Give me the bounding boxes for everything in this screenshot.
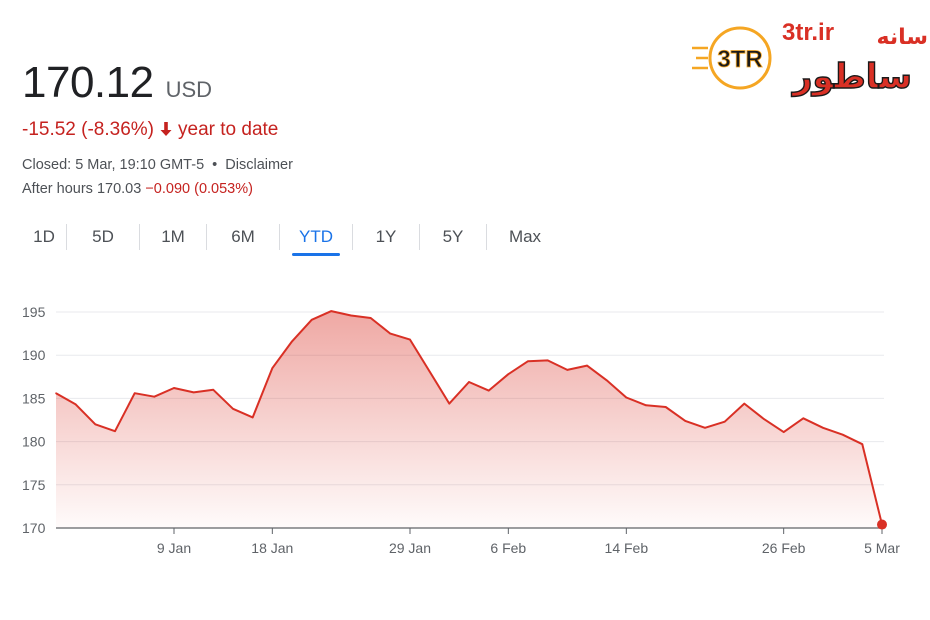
logo-ring-icon [708, 26, 772, 90]
data-point [192, 391, 195, 394]
data-point [232, 407, 234, 410]
data-point [291, 340, 293, 343]
disclaimer-link[interactable]: Disclaimer [225, 157, 293, 173]
logo-badge: 3TR [717, 46, 762, 73]
data-point [507, 373, 510, 376]
y-tick-label: 180 [22, 434, 46, 450]
tab-1m[interactable]: 1M [161, 227, 185, 246]
data-point [822, 426, 824, 429]
y-tick-label: 175 [22, 477, 46, 493]
data-point [487, 389, 490, 392]
currency-label: USD [165, 77, 213, 102]
tab-divider [206, 224, 207, 250]
tab-ytd[interactable]: YTD [290, 222, 342, 256]
data-point [566, 369, 569, 371]
data-point [212, 388, 215, 391]
data-point [704, 426, 706, 429]
x-tick-label: 26 Feb [762, 540, 806, 556]
data-point [330, 310, 333, 312]
after-hours-change: −0.090 (0.053%) [145, 181, 253, 197]
data-point [645, 404, 647, 407]
logo-site: 3tr.ir [782, 19, 834, 46]
data-point [428, 370, 431, 373]
data-point [743, 402, 746, 405]
closed-time: Closed: 5 Mar, 19:10 GMT-5 [22, 157, 205, 173]
change-period: year to date [178, 119, 279, 140]
data-point [310, 318, 313, 321]
data-point [271, 367, 274, 369]
current-price: 170.12 [22, 58, 154, 107]
after-hours-price: After hours 170.03 [22, 181, 142, 197]
y-tick-label: 190 [22, 347, 46, 363]
data-point [763, 418, 765, 420]
x-tick-label: 6 Feb [490, 540, 526, 556]
data-point [74, 403, 77, 406]
y-tick-label: 170 [22, 520, 46, 536]
range-tabs: 1D 5D 1M 6M YTD 1Y 5Y Max [22, 222, 563, 256]
data-point [409, 338, 411, 341]
price-change: -15.52 (-8.36%) year to date [22, 119, 278, 141]
last-price-marker [877, 519, 887, 530]
tab-6m[interactable]: 6M [231, 227, 255, 246]
after-hours-info: After hours 170.03 −0.090 (0.053%) [22, 181, 253, 197]
data-point [625, 396, 628, 399]
tab-divider [279, 224, 280, 250]
tab-divider [486, 224, 487, 250]
tab-divider [419, 224, 420, 250]
tab-divider [139, 224, 140, 250]
arrow-down-icon [160, 120, 172, 141]
data-point [133, 392, 136, 395]
data-point [94, 423, 97, 426]
data-point [802, 417, 805, 420]
tab-5d[interactable]: 5D [92, 227, 114, 246]
data-point [861, 443, 864, 445]
data-point [664, 406, 667, 408]
data-point [782, 431, 785, 433]
data-point [841, 433, 844, 436]
x-tick-label: 29 Jan [389, 540, 431, 556]
data-point [114, 430, 116, 433]
logo-text-top: سانه [877, 25, 929, 50]
data-point [546, 359, 549, 362]
data-point [369, 317, 372, 319]
tab-divider [66, 224, 67, 250]
tab-max[interactable]: Max [508, 227, 542, 246]
change-value: -15.52 (-8.36%) [22, 119, 155, 140]
tab-1y[interactable]: 1Y [375, 227, 397, 246]
tab-5y[interactable]: 5Y [442, 227, 464, 246]
data-point [153, 395, 156, 398]
data-point [468, 381, 470, 383]
price-row: 170.12 USD [22, 58, 212, 108]
data-point [173, 387, 175, 389]
price-chart: 195 190 185 180 175 170 9 Jan 18 Jan 29 Jan 6 Fe… [22, 304, 900, 556]
bullet-separator: • [212, 157, 218, 173]
data-point [605, 379, 608, 382]
data-point [448, 402, 451, 405]
x-tick-label: 14 Feb [605, 540, 649, 556]
x-tick-label: 9 Jan [157, 540, 191, 556]
tab-divider [352, 224, 353, 250]
data-point [527, 360, 529, 363]
logo-text-bottom: ساطور [791, 57, 912, 97]
data-point [684, 420, 687, 422]
y-tick-label: 185 [22, 390, 46, 406]
x-tick-label: 18 Jan [251, 540, 293, 556]
chart-area [56, 311, 882, 528]
x-tick-label: 5 Mar [864, 540, 900, 556]
data-point [251, 416, 254, 419]
watermark-logo: 3TR 3tr.ir سانه ساطور [690, 12, 930, 102]
data-point [723, 420, 726, 423]
closed-info: Closed: 5 Mar, 19:10 GMT-5 • Disclaimer [22, 157, 293, 173]
data-point [55, 392, 57, 395]
y-tick-label: 195 [22, 304, 46, 320]
data-point [586, 364, 588, 367]
data-point [350, 314, 352, 317]
tab-1d[interactable]: 1D [33, 227, 55, 246]
data-point [389, 332, 392, 335]
